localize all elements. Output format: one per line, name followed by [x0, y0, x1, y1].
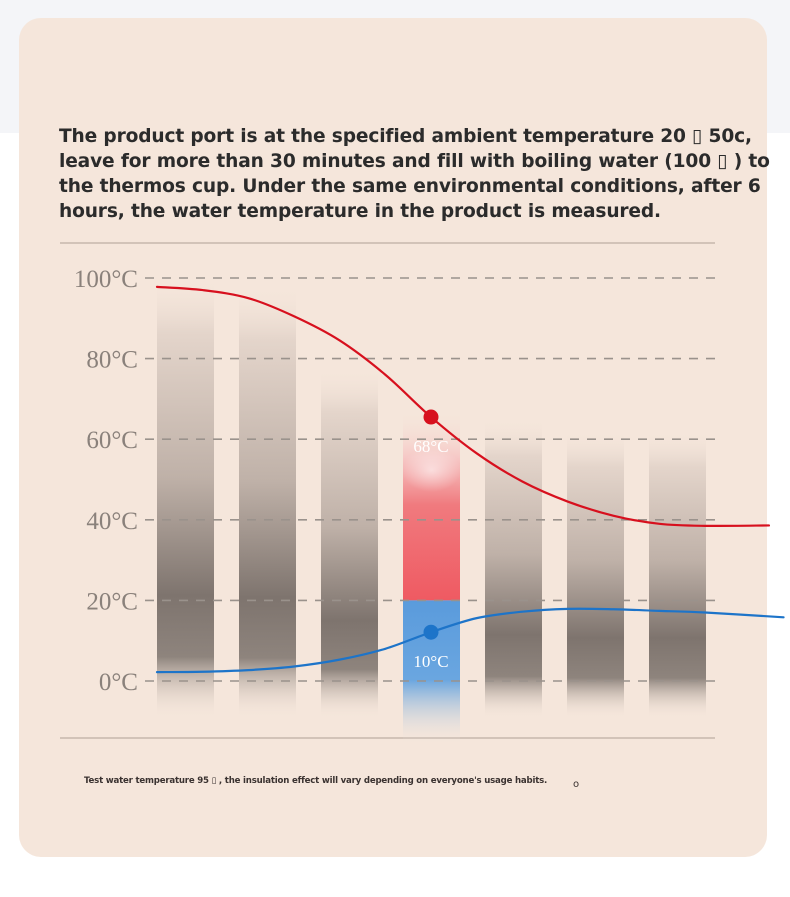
- description-line: the thermos cup. Under the same environm…: [59, 176, 761, 197]
- series-line-cold-water-temperature: [155, 607, 785, 674]
- bars-layer: [157, 280, 706, 745]
- y-tick-label: 80°C: [86, 347, 138, 374]
- description-line: leave for more than 30 minutes and fill …: [59, 151, 770, 172]
- temperature-bar: [239, 288, 296, 718]
- highlight-bar-glow: [401, 448, 462, 492]
- infographic-card: [19, 18, 767, 857]
- description-line: The product port is at the specified amb…: [59, 126, 752, 147]
- footnote-text: Test water temperature 95 ▯ , the insula…: [84, 776, 548, 786]
- data-point-label: 10°C: [413, 652, 448, 671]
- temperature-bar: [157, 280, 214, 718]
- temperature-bar: [485, 420, 542, 718]
- series-line-hot-water-temperature: [155, 285, 771, 528]
- highlight-bar-hot: [403, 410, 460, 601]
- y-tick-label: 60°C: [86, 427, 138, 454]
- y-tick-label: 100°C: [74, 266, 138, 293]
- labels-layer: 0°C 20°C 40°C 60°C 80°C 100°C 68°C 10°C: [74, 266, 449, 696]
- description-line: hours, the water temperature in the prod…: [59, 201, 661, 222]
- data-point-label: 68°C: [413, 437, 448, 456]
- y-tick-label: 0°C: [99, 669, 138, 696]
- temperature-bar: [321, 370, 378, 718]
- description-text: The product port is at the specified amb…: [59, 124, 770, 224]
- chart-top-rule: [60, 242, 715, 244]
- y-tick-label: 40°C: [86, 508, 138, 535]
- footnote-mark: o: [573, 779, 580, 790]
- chart-bottom-rule: [60, 737, 715, 739]
- y-tick-label: 20°C: [86, 588, 138, 615]
- temperature-bar: [649, 432, 706, 718]
- temperature-bar: [567, 432, 624, 718]
- lines-layer: [155, 285, 785, 674]
- data-point-marker: [423, 409, 439, 425]
- data-point-marker: [423, 624, 439, 640]
- highlight-bar-cold: [403, 600, 460, 745]
